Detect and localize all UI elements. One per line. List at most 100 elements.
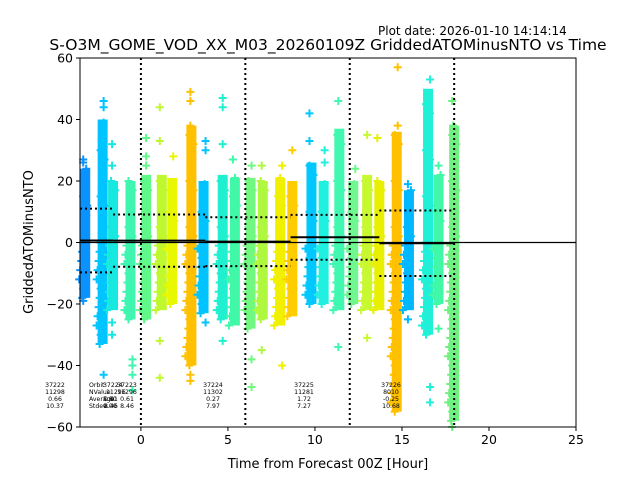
data-point [318,198,327,207]
y-tick-label: 40 [57,112,73,127]
data-point [169,180,178,189]
stat-header: Stdev [89,403,107,410]
outlier-point [426,75,435,84]
scatter-column [329,97,346,352]
data-point [350,226,359,235]
data-point [182,250,191,259]
data-point [370,250,379,259]
data-point [92,275,101,284]
outlier-point [228,155,237,164]
outlier-point [142,152,151,161]
data-point [270,275,279,284]
orbit-stdev: 10.68 [382,403,400,410]
y-tick-label: −60 [47,420,73,435]
data-point [111,186,120,195]
data-point [123,278,132,287]
scatter-column [301,109,318,308]
data-point [426,155,435,164]
data-point [446,333,455,342]
scatter-column-body [125,181,136,320]
data-point [278,201,287,210]
scatter-column [444,97,461,431]
data-point [240,306,249,315]
data-point [357,306,366,315]
data-point [364,195,373,204]
data-point [301,290,310,299]
data-point [124,223,133,232]
outlier-point [186,87,195,96]
data-point [169,226,178,235]
data-point [195,272,204,281]
data-point [329,260,338,269]
data-point [369,260,378,269]
y-tick-label: −20 [47,297,73,312]
outlier-point [434,161,443,170]
data-point [198,198,207,207]
scatter-column [92,97,109,379]
stat-overlap-extra: 0.00 [103,403,117,410]
data-point [285,293,294,302]
data-point [444,398,453,407]
orbit-nvalue: 11298 [45,389,65,396]
data-point [99,118,108,127]
x-tick-label: 20 [481,432,497,447]
x-tick-label: 5 [224,432,232,447]
data-point [387,250,396,259]
data-point [436,216,445,225]
data-point [214,287,223,296]
data-point [423,183,432,192]
outlier-point [201,146,210,155]
outlier-point [99,370,108,379]
data-point [386,352,395,361]
data-point [185,223,194,232]
data-point [128,186,137,195]
data-point [96,284,105,293]
data-point [305,161,314,170]
data-point [260,186,269,195]
data-point [218,204,227,213]
data-point [403,213,412,222]
data-point [98,173,107,182]
data-point [304,263,313,272]
scatter-column [181,87,198,385]
data-point [445,343,454,352]
data-point [424,127,433,136]
data-point [445,296,454,305]
stat-overlap-extra: 5.80 [103,396,117,403]
outlier-point [257,346,266,355]
data-point [394,186,403,195]
data-point [224,275,233,284]
data-point [166,300,175,308]
data-point [181,306,190,315]
data-point [247,195,256,204]
data-point [213,296,222,305]
data-point [75,275,84,284]
data-point [185,269,194,278]
data-point [426,201,435,210]
data-point [187,204,196,213]
data-point [282,275,291,284]
data-point [390,223,399,232]
data-point [196,309,205,318]
data-point [242,287,251,296]
data-point [392,204,401,213]
stat-header: NValue [89,389,111,396]
data-point [424,173,433,182]
data-point [197,253,206,262]
data-point [316,263,325,272]
data-point [216,177,225,185]
data-point [390,361,399,370]
data-point [216,223,225,232]
data-point [140,223,149,232]
data-point [399,296,408,305]
data-point [200,226,209,235]
data-point [274,192,283,201]
data-point [431,263,440,272]
outlier-point [108,161,117,170]
data-point [283,266,292,275]
data-point [389,324,398,333]
outlier-point [108,140,117,149]
data-point [155,223,164,232]
data-point [370,296,379,305]
data-point [422,146,431,155]
